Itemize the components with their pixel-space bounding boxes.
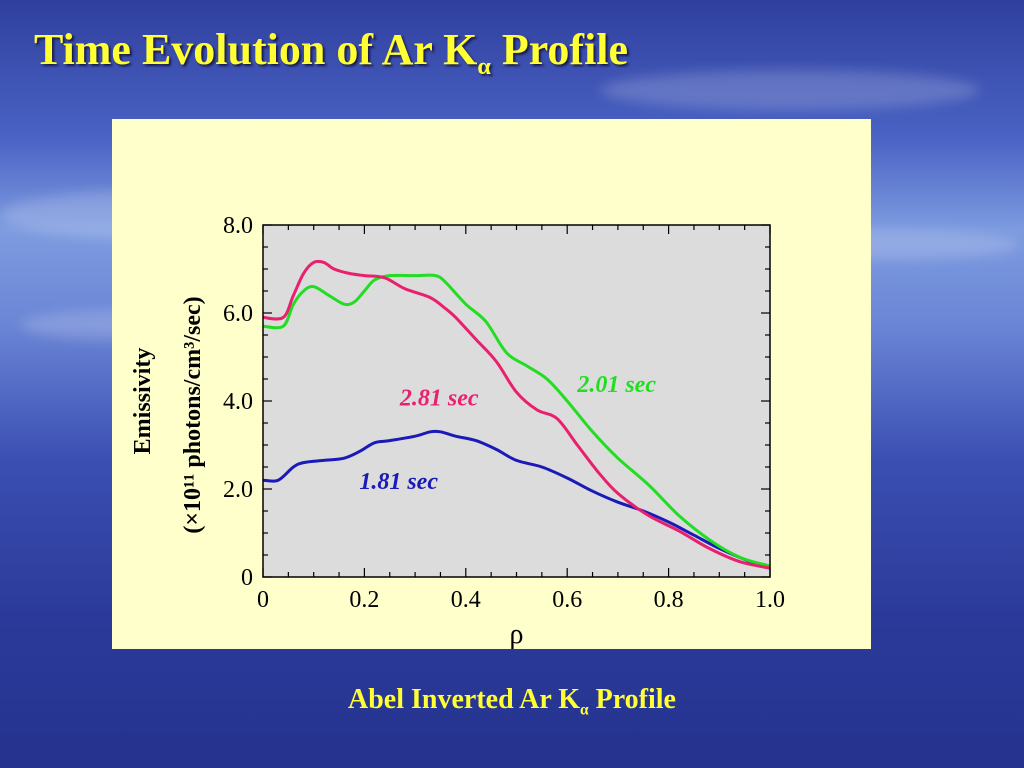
series-line-1-81-sec xyxy=(262,429,771,570)
y-tick-label: 0 xyxy=(241,565,253,591)
x-tick-label: 0.2 xyxy=(349,587,379,613)
y-tick-label: 6.0 xyxy=(223,301,253,327)
series-annotation: 2.81 sec xyxy=(399,385,479,411)
plot-area xyxy=(263,225,770,577)
tick-labels: 0 0.2 0.4 0.6 0.8 1.0 0 2.0 4.0 6.0 8.0 xyxy=(223,213,785,613)
series-annotation: 1.81 sec xyxy=(359,469,438,495)
y-axis-label: Emissivity xyxy=(130,348,156,455)
y-axis-unit-label: (×10¹¹ photons/cm³/sec) xyxy=(180,296,206,533)
y-tick-label: 4.0 xyxy=(223,389,253,415)
y-tick-label: 2.0 xyxy=(223,477,253,503)
series-layer xyxy=(262,259,771,570)
x-tick-label: 0.8 xyxy=(654,587,684,613)
plot-frame xyxy=(262,224,771,578)
series-line-2-01-sec xyxy=(262,273,771,568)
x-tick-label: 1.0 xyxy=(755,587,785,613)
emissivity-chart: 0 0.2 0.4 0.6 0.8 1.0 0 2.0 4.0 6.0 8.0 1.81 sec 2.… xyxy=(130,213,785,649)
series-annotation: 2.01 sec xyxy=(576,372,656,398)
cloud-streak xyxy=(600,70,980,110)
y-tick-label: 8.0 xyxy=(223,213,253,239)
series-line-2-81-sec xyxy=(262,259,771,570)
chart-caption: Abel Inverted Ar Kα Profile xyxy=(348,684,676,719)
slide-title: Time Evolution of Ar Kα Profile xyxy=(34,25,629,80)
x-axis-label: ρ xyxy=(510,619,524,649)
x-tick-label: 0.6 xyxy=(552,587,582,613)
series-annotations: 1.81 sec 2.01 sec 2.81 sec xyxy=(359,372,656,495)
chart-panel: 0 0.2 0.4 0.6 0.8 1.0 0 2.0 4.0 6.0 8.0 1.81 sec 2.… xyxy=(112,119,871,649)
x-tick-label: 0 xyxy=(257,587,269,613)
x-tick-label: 0.4 xyxy=(451,587,481,613)
